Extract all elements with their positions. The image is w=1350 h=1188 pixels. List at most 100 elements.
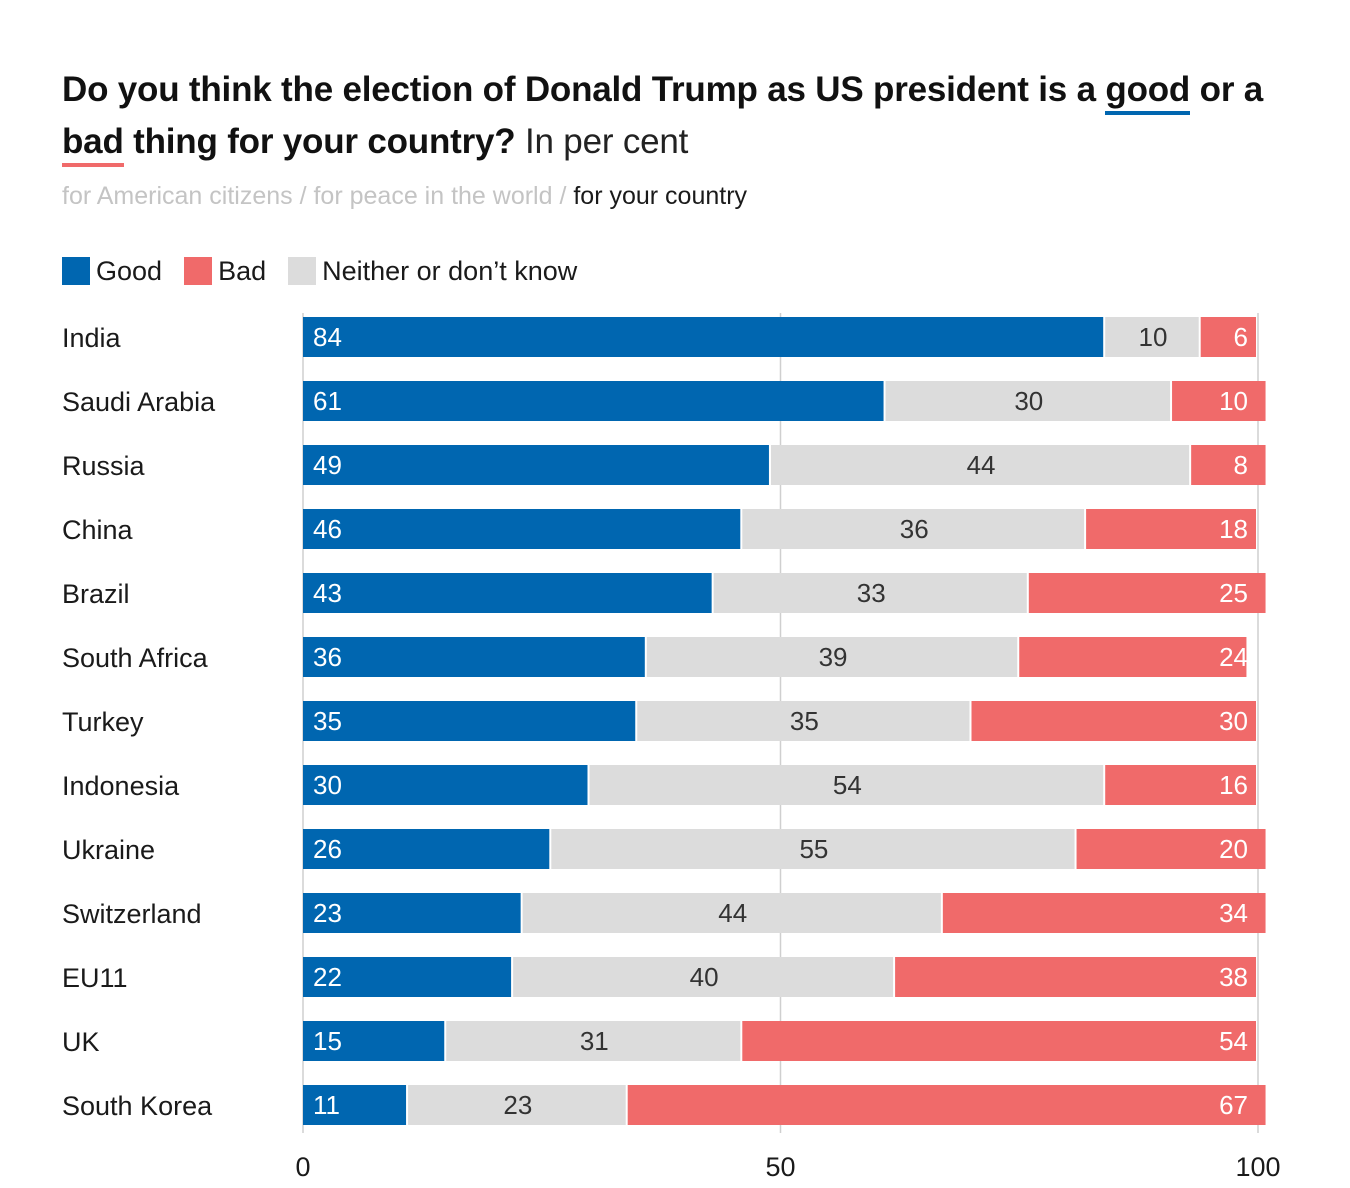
legend-item-bad: Bad xyxy=(184,256,266,287)
category-label: India xyxy=(62,323,122,353)
data-label-good: 23 xyxy=(313,898,342,928)
data-label-bad: 20 xyxy=(1219,834,1248,864)
data-label-good: 49 xyxy=(313,450,342,480)
bar-segment-neither xyxy=(522,893,941,933)
data-label-good: 84 xyxy=(313,322,342,352)
bar-segment-good xyxy=(303,637,645,677)
data-label-neither: 44 xyxy=(967,450,996,480)
bar-row: India 84 10 6 xyxy=(62,317,1256,357)
bar-row: South Korea 11 23 67 xyxy=(62,1085,1266,1125)
bar-row: Switzerland 23 44 34 xyxy=(62,893,1266,933)
data-label-bad: 6 xyxy=(1234,322,1248,352)
bar-segment-good xyxy=(303,1085,407,1125)
bar-segment-bad xyxy=(942,893,1266,933)
category-label: UK xyxy=(62,1027,100,1057)
bar-segment-good xyxy=(303,893,521,933)
bar-segment-good xyxy=(303,765,588,805)
title-word-bad: bad xyxy=(62,122,124,167)
view-american-citizens-link[interactable]: for American citizens xyxy=(62,182,293,210)
category-label: EU11 xyxy=(62,963,128,993)
view-separator: / xyxy=(292,182,314,210)
data-label-neither: 40 xyxy=(690,962,719,992)
category-label: Switzerland xyxy=(62,899,202,929)
legend-swatch-bad xyxy=(184,257,213,285)
x-tick-label: 50 xyxy=(765,1152,795,1182)
title-word-good: good xyxy=(1105,70,1190,115)
category-label: Russia xyxy=(62,451,146,481)
bar-segment-neither xyxy=(742,509,1085,549)
bar-segment-neither xyxy=(713,573,1027,613)
data-label-good: 15 xyxy=(313,1026,342,1056)
bar-row: Brazil 43 33 25 xyxy=(62,573,1266,613)
data-label-bad: 30 xyxy=(1219,706,1248,736)
category-label: South Africa xyxy=(62,643,209,673)
data-label-bad: 34 xyxy=(1219,898,1248,928)
view-your-country-link[interactable]: for your country xyxy=(573,182,748,210)
bar-segment-neither xyxy=(637,701,970,741)
bar-segment-good xyxy=(303,1021,445,1061)
bar-segment-bad xyxy=(1076,829,1266,869)
bar-segment-bad xyxy=(1172,381,1266,421)
data-label-neither: 35 xyxy=(790,706,819,736)
chart-legend: Good Bad Neither or don’t know xyxy=(62,254,599,288)
data-label-neither: 23 xyxy=(503,1090,532,1120)
legend-swatch-neither xyxy=(288,257,317,285)
bar-segment-bad xyxy=(742,1021,1256,1061)
category-label: Ukraine xyxy=(62,835,155,865)
data-label-neither: 10 xyxy=(1138,322,1167,352)
bar-segment-neither xyxy=(646,637,1018,677)
data-label-neither: 31 xyxy=(580,1026,609,1056)
bar-segment-bad xyxy=(1086,509,1256,549)
x-tick-label: 0 xyxy=(295,1152,310,1182)
data-label-neither: 30 xyxy=(1014,386,1043,416)
bar-segment-neither xyxy=(885,381,1171,421)
bar-row: Saudi Arabia 61 30 10 xyxy=(62,381,1266,421)
bar-row: Ukraine 26 55 20 xyxy=(62,829,1266,869)
bar-row: Indonesia 30 54 16 xyxy=(62,765,1256,805)
bar-segment-bad xyxy=(895,957,1256,997)
data-label-bad: 18 xyxy=(1219,514,1248,544)
view-separator: / xyxy=(552,182,574,210)
bar-segment-bad xyxy=(1191,445,1266,485)
data-label-neither: 36 xyxy=(900,514,929,544)
bar-segment-neither xyxy=(408,1085,626,1125)
data-label-good: 35 xyxy=(313,706,342,736)
category-label: Turkey xyxy=(62,707,144,737)
title-text-3: thing for your country? xyxy=(123,122,516,161)
bars: India 84 10 6 Saudi Arabia 61 30 10 Russia 49 44 8 C… xyxy=(62,317,1266,1125)
data-label-bad: 16 xyxy=(1219,770,1248,800)
bar-segment-bad xyxy=(1028,573,1266,613)
bar-segment-good xyxy=(303,701,636,741)
bar-segment-bad xyxy=(1200,317,1256,357)
data-label-neither: 44 xyxy=(718,898,747,928)
data-label-bad: 54 xyxy=(1219,1026,1248,1056)
bar-row: South Africa 36 39 24 xyxy=(62,637,1248,677)
bar-segment-bad xyxy=(1105,765,1256,805)
bar-segment-neither xyxy=(551,829,1075,869)
title-unit: In per cent xyxy=(515,122,689,161)
legend-item-good: Good xyxy=(62,256,162,287)
data-label-good: 61 xyxy=(313,386,342,416)
category-label: Indonesia xyxy=(62,771,180,801)
legend-item-neither: Neither or don’t know xyxy=(288,256,577,287)
view-peace-link[interactable]: for peace in the world xyxy=(313,182,553,210)
bar-segment-good xyxy=(303,317,1104,357)
bar-row: UK 15 31 54 xyxy=(62,1021,1256,1061)
title-text-1: Do you think the election of Donald Trum… xyxy=(62,70,1106,109)
data-label-neither: 33 xyxy=(857,578,886,608)
legend-label-bad: Bad xyxy=(218,255,267,286)
bar-segment-neither xyxy=(513,957,894,997)
legend-swatch-good xyxy=(62,257,90,285)
data-label-bad: 38 xyxy=(1219,962,1248,992)
category-label: Saudi Arabia xyxy=(62,387,216,417)
bar-segment-good xyxy=(303,573,712,613)
data-label-bad: 10 xyxy=(1219,386,1248,416)
bar-row: China 46 36 18 xyxy=(62,509,1256,549)
bar-row: Turkey 35 35 30 xyxy=(62,701,1256,741)
legend-label-good: Good xyxy=(96,255,163,286)
bar-segment-bad xyxy=(627,1085,1266,1125)
data-label-good: 43 xyxy=(313,578,342,608)
bar-segment-good xyxy=(303,957,512,997)
bar-segment-good xyxy=(303,829,550,869)
